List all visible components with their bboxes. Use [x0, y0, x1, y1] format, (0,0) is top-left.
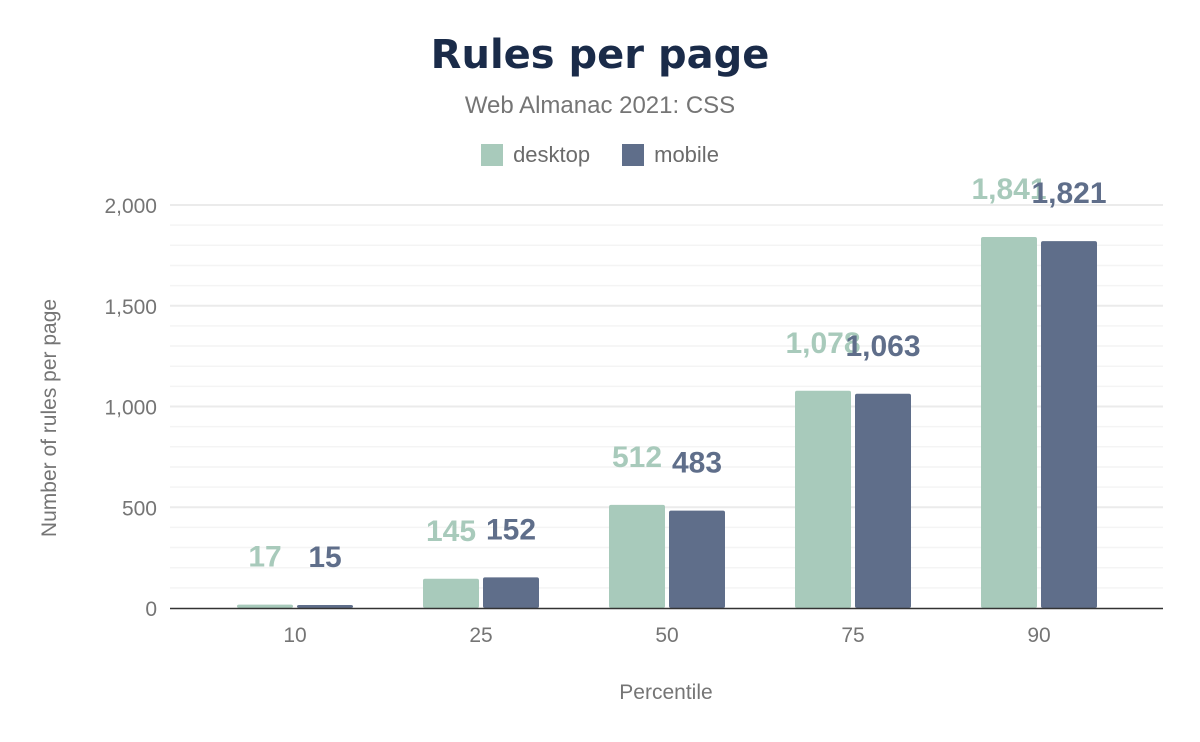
- data-label-mobile-75: 1,063: [845, 330, 920, 363]
- bar-desktop-90: [981, 237, 1037, 608]
- x-axis-label: Percentile: [619, 681, 712, 704]
- legend-label-mobile: mobile: [654, 142, 719, 167]
- y-tick-label: 2,000: [104, 195, 157, 218]
- data-label-mobile-10: 15: [308, 541, 341, 574]
- bar-desktop-10: [237, 604, 293, 608]
- bar-mobile-25: [483, 577, 539, 608]
- data-label-mobile-90: 1,821: [1031, 177, 1106, 210]
- legend-swatch-mobile: [622, 144, 645, 166]
- y-tick-label: 500: [122, 497, 157, 520]
- y-axis-label: Number of rules per page: [38, 299, 61, 537]
- bar-desktop-25: [423, 578, 479, 608]
- data-label-desktop-25: 145: [426, 515, 476, 548]
- chart-subtitle: Web Almanac 2021: CSS: [464, 92, 736, 119]
- legend-swatch-desktop: [481, 144, 504, 166]
- y-tick-label: 1,000: [104, 397, 157, 420]
- data-label-mobile-25: 152: [486, 513, 536, 546]
- legend: desktop mobile: [0, 142, 1200, 168]
- bar-mobile-75: [855, 393, 911, 608]
- y-tick-label: 1,500: [104, 296, 157, 319]
- bar-desktop-50: [609, 504, 665, 608]
- data-label-desktop-90: 1,841: [971, 173, 1046, 206]
- legend-label-desktop: desktop: [513, 142, 591, 167]
- x-tick-label: 75: [841, 624, 864, 647]
- bar-mobile-90: [1041, 241, 1097, 609]
- y-tick-label: 0: [145, 598, 157, 621]
- data-label-desktop-75: 1,078: [785, 327, 860, 360]
- bar-mobile-50: [669, 510, 725, 608]
- data-label-mobile-50: 483: [672, 447, 722, 480]
- legend-item-mobile[interactable]: mobile: [622, 142, 719, 168]
- x-tick-label: 50: [655, 624, 678, 647]
- bar-mobile-10: [297, 604, 353, 608]
- legend-item-desktop[interactable]: desktop: [481, 142, 590, 168]
- chart-title: Rules per page: [430, 32, 770, 78]
- x-tick-label: 10: [283, 624, 306, 647]
- data-label-desktop-10: 17: [248, 541, 281, 574]
- data-label-desktop-50: 512: [612, 441, 662, 474]
- x-tick-label: 25: [469, 624, 492, 647]
- bar-desktop-75: [795, 390, 851, 608]
- x-tick-label: 90: [1027, 624, 1050, 647]
